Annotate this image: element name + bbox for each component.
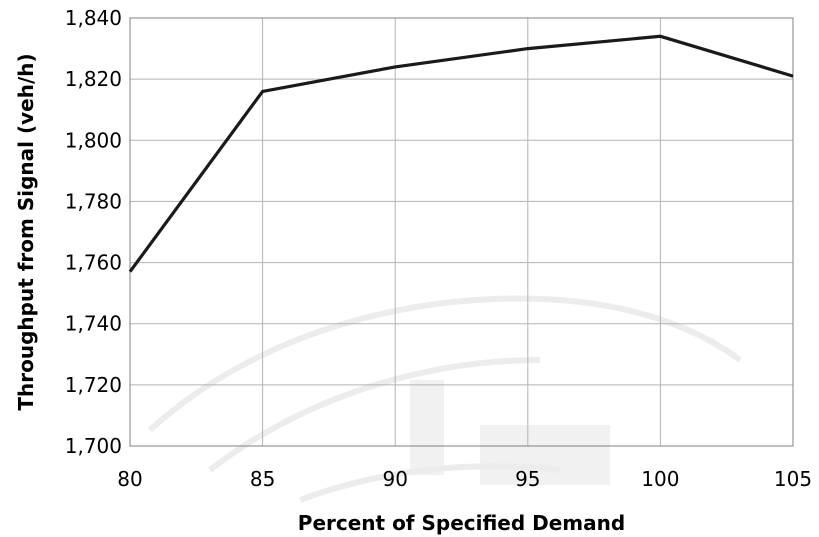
y-axis-title: Throughput from Signal (veh/h) (14, 53, 38, 410)
y-tick-label: 1,740 (65, 312, 122, 336)
x-tick-label: 90 (382, 467, 407, 491)
gridlines (129, 17, 794, 447)
x-axis-title: Percent of Specified Demand (298, 511, 625, 535)
y-tick-label: 1,820 (65, 67, 122, 91)
x-tick-label: 85 (250, 467, 275, 491)
x-tick-label: 100 (641, 467, 679, 491)
series-line (128, 34, 794, 273)
y-tick-label: 1,780 (65, 189, 122, 213)
y-tick-labels: 1,700 1,720 1,740 1,760 1,780 1,800 1,820 1,840 (65, 6, 122, 458)
x-tick-label: 95 (515, 467, 540, 491)
y-tick-label: 1,700 (65, 434, 122, 458)
watermark (147, 295, 742, 503)
y-tick-label: 1,720 (65, 373, 122, 397)
y-tick-label: 1,760 (65, 251, 122, 275)
x-tick-label: 105 (774, 467, 812, 491)
x-tick-label: 80 (117, 467, 142, 491)
x-tick-labels: 80 85 90 95 100 105 (117, 467, 812, 491)
y-tick-label: 1,800 (65, 128, 122, 152)
y-tick-label: 1,840 (65, 6, 122, 30)
plot-area (129, 17, 794, 447)
